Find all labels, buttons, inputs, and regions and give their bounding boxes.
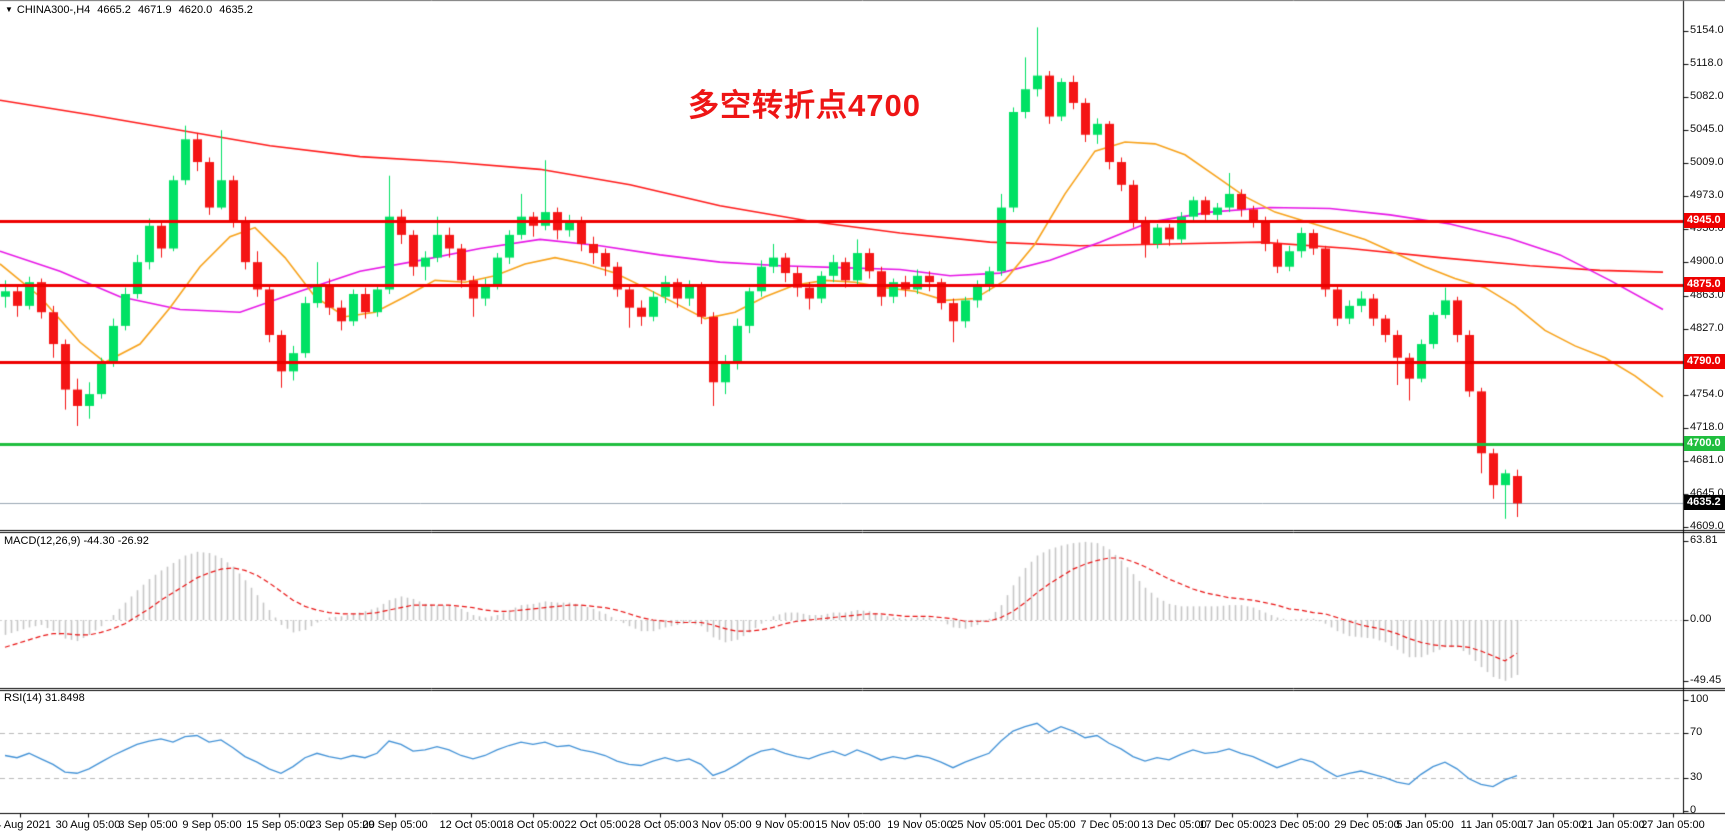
macd-indicator-label: MACD(12,26,9) -44.30 -26.92 xyxy=(4,535,149,547)
open-value: 4665.2 xyxy=(97,4,131,16)
symbol-name: CHINA300-,H4 xyxy=(16,4,91,16)
low-value: 4620.0 xyxy=(178,4,213,16)
close-value: 4635.2 xyxy=(219,4,253,16)
rsi-indicator-label: RSI(14) 31.8498 xyxy=(4,692,85,704)
annotation-text: 多空转折点4700 xyxy=(688,88,921,123)
symbol-collapse-icon[interactable]: ▼ xyxy=(5,5,13,14)
high-value: 4671.9 xyxy=(137,4,172,16)
symbol-info: ▼ CHINA300-,H4 4665.2 4671.9 4620.0 4635.2 xyxy=(5,4,253,16)
